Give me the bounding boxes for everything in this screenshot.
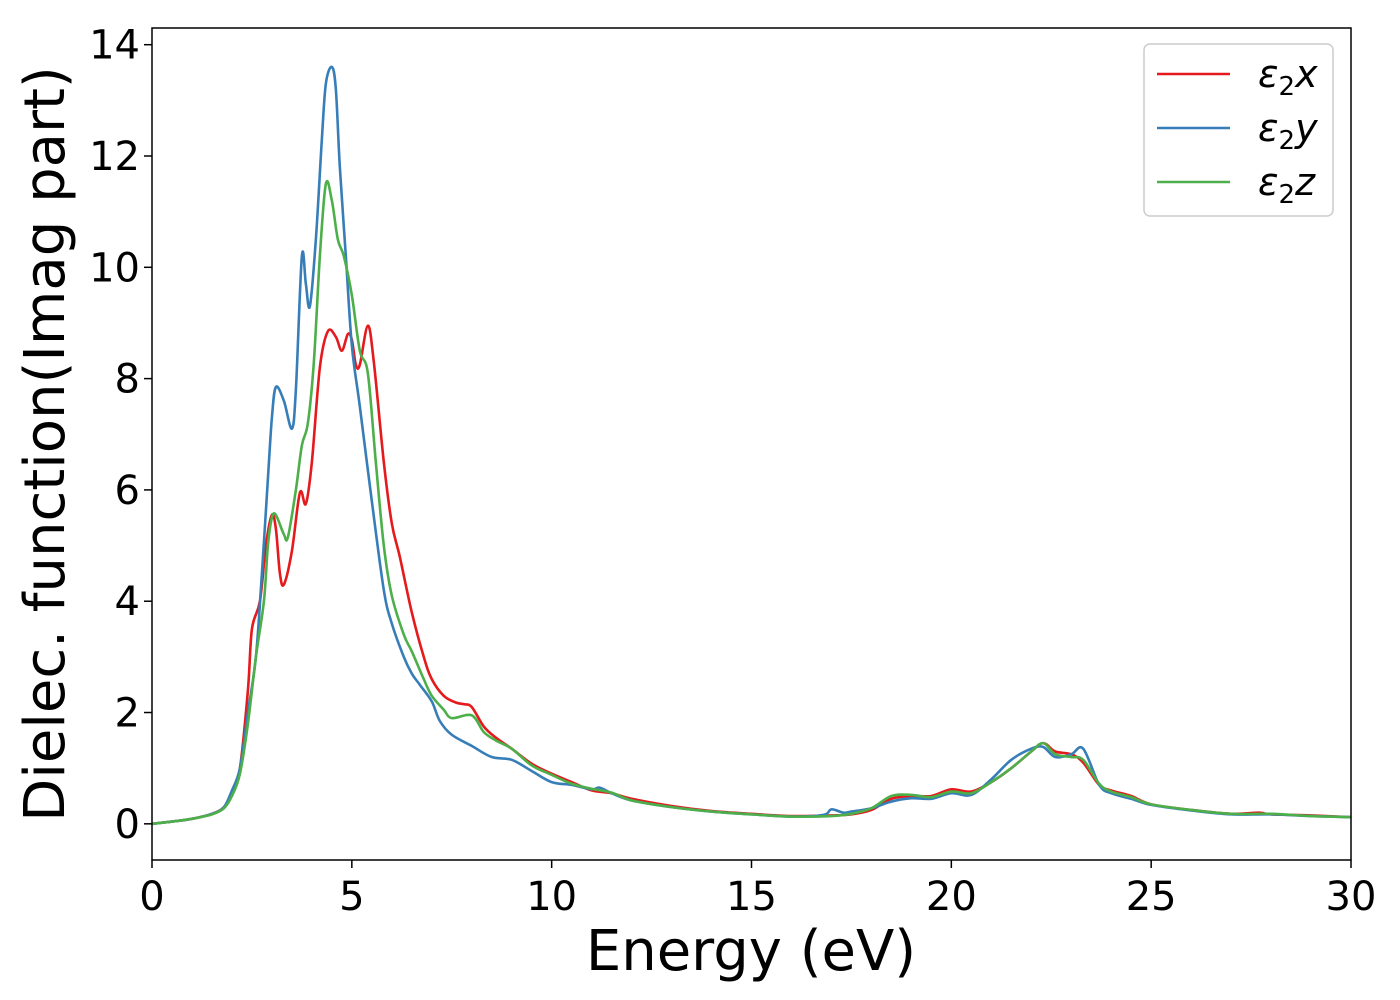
- y-axis-title: Dielec. function(Imag part): [13, 66, 78, 822]
- y-tick-label: 2: [115, 691, 140, 737]
- series-layer: [152, 65, 1351, 826]
- x-tick-label: 25: [1126, 874, 1177, 920]
- x-tick-label: 15: [726, 874, 777, 920]
- legend-label-z: ε2z: [1258, 160, 1316, 210]
- y-axis-ticks: 0 2 4 6 8 10 12 14: [89, 23, 152, 848]
- legend-frame: [1143, 43, 1334, 217]
- y-tick-label: 0: [115, 802, 140, 848]
- x-axis-ticks: 0 5 10 15 20 25 30: [139, 860, 1376, 920]
- legend-label-x: ε2x: [1258, 52, 1318, 102]
- x-tick-label: 30: [1326, 874, 1377, 920]
- y-tick-label: 8: [115, 357, 140, 403]
- y-tick-label: 10: [89, 245, 140, 291]
- x-axis-title: Energy (eV): [586, 919, 916, 984]
- legend-label-y: ε2y: [1258, 106, 1318, 156]
- y-tick-label: 14: [89, 23, 140, 69]
- x-tick-label: 10: [526, 874, 577, 920]
- series-line-z: [152, 179, 1351, 826]
- y-tick-label: 4: [115, 579, 140, 625]
- series-line-y: [152, 65, 1351, 826]
- y-tick-label: 12: [89, 134, 140, 180]
- x-tick-label: 5: [339, 874, 364, 920]
- y-tick-label: 6: [115, 468, 140, 514]
- x-tick-label: 0: [139, 874, 164, 920]
- x-tick-label: 20: [926, 874, 977, 920]
